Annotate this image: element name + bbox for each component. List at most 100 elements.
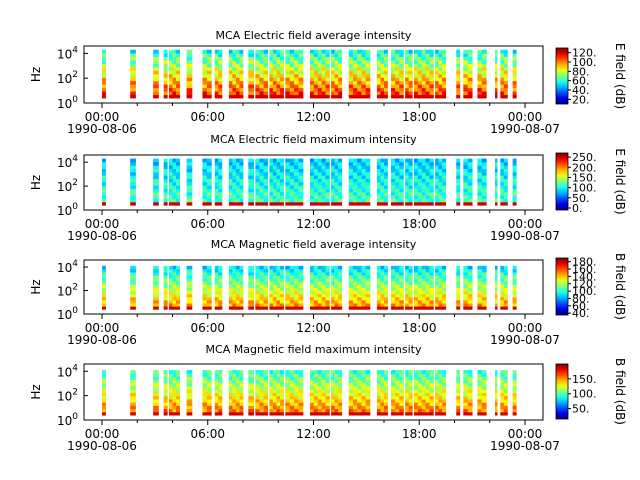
- spectrogram-cell: [463, 405, 469, 410]
- spectrogram-cell: [259, 281, 264, 285]
- spectrogram-cell: [334, 201, 339, 206]
- spectrogram-cell: [512, 306, 517, 310]
- spectrogram-cell: [272, 293, 277, 298]
- spectrogram-cell: [163, 382, 168, 387]
- spectrogram-cell: [214, 195, 219, 199]
- spectrogram-cell: [376, 185, 381, 189]
- spectrogram-cell: [405, 60, 410, 64]
- spectrogram-cell: [248, 300, 254, 304]
- spectrogram-cell: [395, 278, 400, 282]
- spectrogram-cell: [456, 296, 461, 301]
- spectrogram-cell: [391, 70, 396, 75]
- x-tick-label: 06:00: [190, 321, 225, 335]
- spectrogram-cell: [321, 306, 326, 310]
- spectrogram-cell: [352, 395, 358, 400]
- spectrogram-cell: [172, 185, 177, 189]
- spectrogram-cell: [176, 402, 180, 406]
- spectrogram-cell: [321, 293, 326, 298]
- spectrogram-cell: [361, 373, 367, 377]
- spectrogram-cell: [172, 399, 177, 403]
- spectrogram-cell: [163, 66, 168, 71]
- spectrogram-cell: [357, 185, 362, 189]
- spectrogram-cell: [334, 265, 339, 270]
- spectrogram-cell: [163, 303, 168, 307]
- spectrogram-cell: [163, 168, 168, 173]
- spectrogram-cell: [384, 265, 388, 270]
- spectrogram-cell: [289, 77, 295, 82]
- spectrogram-cell: [325, 370, 330, 374]
- spectrogram-cell: [176, 376, 180, 381]
- spectrogram-cell: [269, 195, 274, 199]
- spectrogram-cell: [391, 188, 396, 193]
- spectrogram-cell: [429, 278, 434, 282]
- spectrogram-cell: [325, 382, 330, 387]
- spectrogram-cell: [408, 165, 413, 169]
- spectrogram-cell: [395, 73, 400, 78]
- y-tick-base: 10: [57, 156, 72, 170]
- spectrogram-cell: [130, 56, 136, 61]
- spectrogram-cell: [276, 287, 281, 292]
- spectrogram-cell: [463, 303, 469, 307]
- spectrogram-cell: [384, 402, 388, 406]
- spectrogram-cell: [325, 77, 330, 82]
- spectrogram-cell: [338, 370, 343, 374]
- spectrogram-cell: [481, 60, 487, 64]
- spectrogram-cell: [391, 171, 396, 176]
- spectrogram-cell: [495, 306, 498, 310]
- spectrogram-cell: [463, 161, 469, 166]
- spectrogram-cell: [425, 77, 430, 82]
- spectrogram-cell: [495, 60, 498, 64]
- spectrogram-cell: [313, 402, 319, 406]
- spectrogram-cell: [228, 300, 233, 304]
- spectrogram-cell: [481, 185, 487, 189]
- spectrogram-cell: [176, 49, 180, 54]
- spectrogram-cell: [168, 80, 173, 85]
- spectrogram-cell: [289, 395, 295, 400]
- spectrogram-cell: [380, 408, 385, 413]
- spectrogram-cell: [380, 66, 385, 71]
- spectrogram-cell: [263, 60, 269, 64]
- spectrogram-cell: [481, 287, 487, 292]
- spectrogram-cell: [477, 395, 483, 400]
- spectrogram-cell: [248, 165, 254, 169]
- spectrogram-cell: [361, 306, 367, 310]
- spectrogram-cell: [130, 386, 136, 390]
- spectrogram-cell: [438, 60, 443, 64]
- spectrogram-cell: [334, 49, 339, 54]
- spectrogram-cell: [255, 379, 260, 384]
- spectrogram-cell: [206, 77, 212, 82]
- spectrogram-cell: [232, 386, 237, 390]
- spectrogram-cell: [313, 94, 319, 99]
- spectrogram-cell: [384, 376, 388, 381]
- spectrogram-cell: [276, 77, 281, 82]
- spectrogram-cell: [352, 195, 358, 199]
- spectrogram-cell: [313, 158, 319, 163]
- spectrogram-cell: [294, 382, 299, 387]
- spectrogram-cell: [214, 376, 219, 381]
- spectrogram-cell: [399, 158, 404, 163]
- spectrogram-cell: [425, 53, 430, 58]
- spectrogram-cell: [429, 265, 434, 270]
- spectrogram-cell: [218, 178, 223, 183]
- spectrogram-cell: [365, 300, 371, 304]
- spectrogram-cell: [481, 272, 487, 276]
- spectrogram-cell: [176, 158, 180, 163]
- spectrogram-cell: [384, 91, 388, 95]
- spectrogram-cell: [338, 303, 343, 307]
- spectrogram-cell: [365, 53, 371, 58]
- spectrogram-cell: [214, 278, 219, 282]
- y-tick-base: 10: [57, 414, 72, 428]
- spectrogram-cell: [456, 290, 461, 295]
- spectrogram-cell: [503, 84, 508, 89]
- spectrogram-cell: [232, 87, 237, 92]
- spectrogram-cell: [425, 278, 430, 282]
- spectrogram-cell: [317, 382, 323, 387]
- spectrogram-cell: [503, 191, 508, 196]
- spectrogram-cell: [338, 296, 343, 301]
- spectrogram-cell: [477, 70, 483, 75]
- spectrogram-cell: [380, 379, 385, 384]
- spectrogram-cell: [272, 56, 277, 61]
- spectrogram-cell: [272, 66, 277, 71]
- spectrogram-cell: [172, 272, 177, 276]
- spectrogram-cell: [228, 284, 233, 288]
